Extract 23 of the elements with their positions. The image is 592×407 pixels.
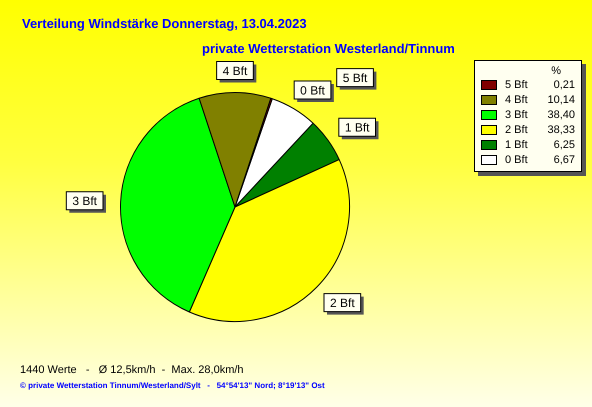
slice-label: 3 Bft: [72, 194, 98, 208]
data-label: 6,25: [552, 138, 575, 150]
legend-label: 5 Bft: [505, 78, 529, 90]
legend-label: 2 Bft: [505, 124, 529, 136]
slice-label: 4 Bft: [222, 64, 248, 78]
slice-label: 1 Bft: [344, 120, 370, 135]
text: 1440 Werte - Ø 12,5km/h - Max. 28,0km/h: [20, 364, 244, 376]
chart-subtitle: private Wetterstation Westerland/Tinnum: [202, 41, 455, 56]
data-label: 38,33: [546, 124, 575, 136]
slice-label: 2 Bft: [330, 296, 356, 310]
legend-label: 3 Bft: [505, 108, 529, 120]
slice-label: 0 Bft: [300, 83, 326, 98]
legend-label: 1 Bft: [505, 138, 529, 150]
data-label: 38,40: [546, 108, 575, 120]
legend-label: 0 Bft: [505, 154, 529, 166]
category-label: 5 Bft: [342, 70, 368, 85]
text: © private Wetterstation Tinnum/Westerland/Sylt - 54°54'13" Nord; 8°19'13" Ost: [20, 381, 325, 390]
data-label: 6,67: [552, 154, 575, 166]
data-label: 10,14: [546, 94, 575, 106]
data-label: 0,21: [552, 78, 575, 90]
chart-title: Verteilung Windstärke Donnerstag, 13.04.2023: [22, 16, 307, 31]
legend-label: 4 Bft: [505, 94, 529, 106]
legend-title: %: [550, 65, 562, 77]
